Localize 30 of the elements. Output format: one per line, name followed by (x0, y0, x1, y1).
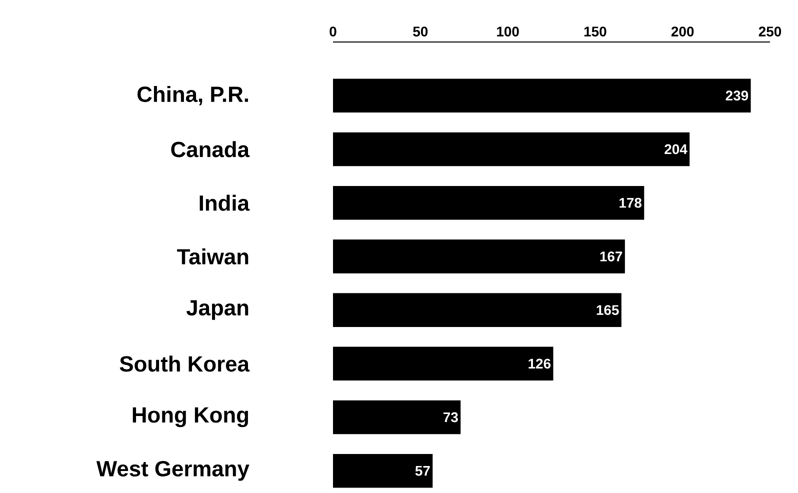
bar (333, 346, 554, 381)
data-label: 165 (596, 305, 619, 315)
x-tick-label: 100 (497, 26, 519, 36)
x-tick-label: 150 (584, 26, 606, 36)
bar (333, 78, 751, 112)
data-label: 126 (528, 358, 551, 369)
data-label: 239 (726, 90, 748, 101)
y-tick-label: West Germany (96, 460, 250, 481)
data-label: 204 (664, 144, 688, 154)
data-label: 178 (620, 198, 642, 208)
data-label: 57 (415, 466, 430, 476)
data-label: 73 (443, 412, 458, 422)
bar (333, 454, 433, 488)
data-label: 167 (600, 251, 622, 262)
y-tick-label: Japan (186, 300, 248, 320)
x-tick-label: 200 (671, 26, 694, 36)
bar (333, 132, 690, 166)
y-tick-label: Taiwan (177, 248, 248, 264)
bar (333, 186, 644, 220)
y-tick-label: India (200, 194, 250, 211)
y-tick-label: South Korea (120, 356, 250, 372)
bar (333, 400, 461, 434)
x-tick-label: 0 (330, 26, 336, 36)
bar (333, 293, 622, 327)
x-tick-label: 250 (758, 26, 782, 36)
bar (333, 240, 625, 274)
x-tick-label: 50 (413, 26, 428, 36)
y-tick-label: Canada (171, 141, 250, 158)
y-tick-label: Hong Kong (132, 407, 248, 428)
y-tick-label: China, P.R. (138, 86, 248, 106)
